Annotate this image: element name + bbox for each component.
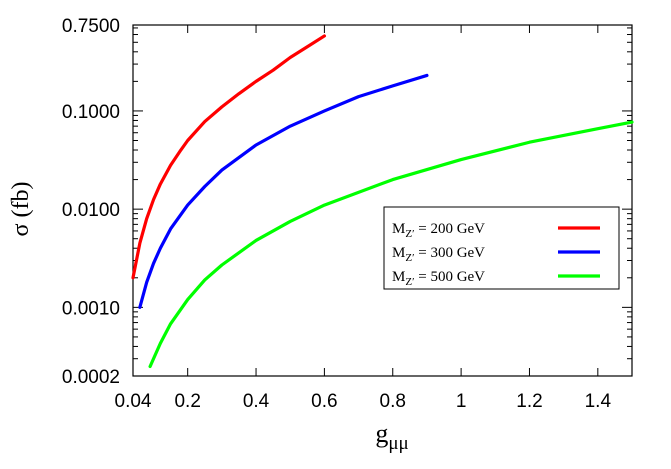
y-tick-label: 0.7500 [62, 16, 120, 37]
x-tick-label: 0.4 [243, 391, 270, 412]
y-axis-label: σ (fb) [8, 182, 34, 237]
y-tick-label: 0.1000 [62, 102, 120, 123]
y-tick-label: 0.0010 [62, 298, 120, 319]
x-tick-label: 0.8 [380, 391, 406, 412]
series-line-3 [148, 120, 634, 369]
y-tick-label: 0.0002 [62, 367, 120, 388]
legend-entry-label: MZ′ = 500 GeV [392, 269, 485, 288]
x-tick-label: 1.4 [585, 391, 612, 412]
plot-area-frame [132, 24, 633, 377]
x-axis-label: gμμ [375, 419, 408, 454]
x-axis-label-main: g [375, 419, 388, 448]
legend: MZ′ = 200 GeV MZ′ = 300 GeV MZ′ = 500 GeV [383, 206, 620, 290]
series-lines [131, 34, 634, 369]
legend-entries: MZ′ = 200 GeV MZ′ = 300 GeV MZ′ = 500 GeV [392, 221, 600, 288]
x-tick-label: 0.6 [311, 391, 337, 412]
y-axis-ticks: 0.0002 0.0010 0.0100 0.1000 0.7500 [62, 16, 632, 388]
x-tick-label: 0.2 [174, 391, 200, 412]
x-tick-label: 0.04 [115, 391, 152, 412]
y-tick-label: 0.0100 [62, 200, 120, 221]
legend-entry-label: MZ′ = 200 GeV [392, 221, 485, 240]
x-tick-label: 1.2 [516, 391, 542, 412]
x-axis-label-subscript: μμ [388, 433, 408, 454]
x-tick-label: 1 [456, 391, 467, 412]
series-line-1 [131, 34, 326, 280]
legend-entry-label: MZ′ = 300 GeV [392, 245, 485, 264]
x-axis-ticks: 0.04 0.2 0.4 0.6 0.8 1 1.2 1.4 [115, 25, 612, 412]
series-line-2 [138, 73, 429, 309]
